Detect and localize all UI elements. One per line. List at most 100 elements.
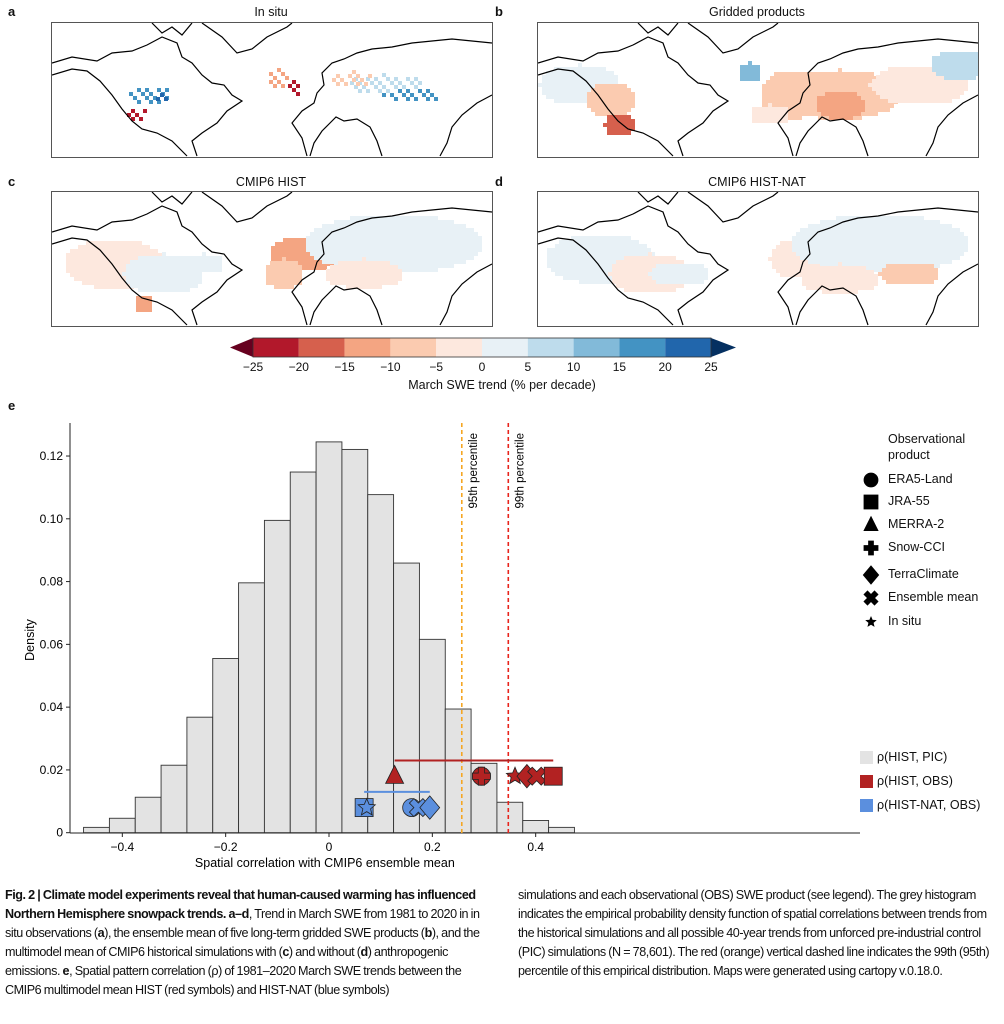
trend-cell — [832, 220, 836, 224]
trend-cell — [660, 272, 664, 276]
trend-cell — [110, 249, 114, 253]
trend-cell — [880, 244, 884, 248]
trend-cell — [932, 68, 936, 72]
trend-cell — [872, 252, 876, 256]
trend-cell — [342, 244, 346, 248]
trend-cell — [837, 104, 841, 108]
trend-cell — [86, 261, 90, 265]
trend-cell — [402, 248, 406, 252]
trend-cell — [772, 107, 776, 111]
trend-cell — [928, 228, 932, 232]
trend-cell — [607, 92, 611, 96]
trend-cell — [162, 268, 166, 272]
trend-cell — [342, 277, 346, 281]
trend-cell — [636, 264, 640, 268]
colorbar-extend-high — [711, 338, 736, 357]
trend-cell — [782, 72, 786, 76]
trend-cell — [968, 64, 972, 68]
trend-cell — [366, 269, 370, 273]
trend-cell — [122, 285, 126, 289]
trend-cell — [830, 72, 834, 76]
trend-cell — [780, 241, 784, 245]
trend-cell — [358, 261, 362, 265]
trend-cell — [126, 261, 130, 265]
trend-cell — [158, 260, 162, 264]
trend-cell — [766, 92, 770, 96]
trend-cell — [342, 265, 346, 269]
trend-cell — [287, 242, 291, 246]
trend-cell — [794, 116, 798, 120]
trend-cell — [812, 256, 816, 260]
trend-cell — [410, 268, 414, 272]
trend-cell — [862, 72, 866, 76]
trend-cell — [972, 52, 976, 56]
trend-cell — [603, 264, 607, 268]
trend-cell — [948, 252, 952, 256]
trend-cell — [466, 240, 470, 244]
trend-cell — [141, 92, 145, 96]
trend-cell — [571, 248, 575, 252]
trend-cell — [591, 276, 595, 280]
trend-cell — [910, 276, 914, 280]
trend-cell — [406, 89, 410, 93]
trend-cell — [956, 56, 960, 60]
legend-swatch — [860, 799, 873, 812]
trend-cell — [852, 252, 856, 256]
trend-cell — [631, 123, 635, 127]
trend-cell — [342, 228, 346, 232]
trend-cell — [130, 264, 134, 268]
trend-cell — [920, 216, 924, 220]
trend-cell — [130, 257, 134, 261]
trend-cell — [354, 273, 358, 277]
trend-cell — [928, 224, 932, 228]
trend-cell — [806, 92, 810, 96]
trend-cell — [319, 266, 323, 270]
trend-cell — [434, 216, 438, 220]
trend-cell — [582, 75, 586, 79]
trend-cell — [603, 84, 607, 88]
trend-cell — [162, 252, 166, 256]
plus-marker — [472, 766, 491, 786]
trend-cell — [314, 228, 318, 232]
trend-cell — [627, 131, 631, 135]
trend-cell — [920, 240, 924, 244]
trend-cell — [825, 96, 829, 100]
trend-cell — [398, 277, 402, 281]
trend-cell — [418, 264, 422, 268]
trend-cell — [591, 244, 595, 248]
trend-cell — [578, 79, 582, 83]
trend-cell — [868, 220, 872, 224]
trend-cell — [542, 83, 546, 87]
trend-cell — [828, 252, 832, 256]
trend-cell — [628, 284, 632, 288]
trend-cell — [542, 87, 546, 91]
trend-cell — [362, 216, 366, 220]
trend-cell — [672, 284, 676, 288]
trend-cell — [131, 109, 135, 113]
trend-cell — [322, 228, 326, 232]
trend-cell — [366, 261, 370, 265]
trend-cell — [752, 107, 756, 111]
trend-cell — [450, 232, 454, 236]
trend-cell — [948, 260, 952, 264]
legend-item-label: JRA-55 — [888, 494, 930, 508]
trend-cell — [607, 256, 611, 260]
trend-cell — [344, 82, 348, 86]
trend-cell — [862, 76, 866, 80]
trend-cell — [792, 244, 796, 248]
trend-cell — [849, 104, 853, 108]
trend-cell — [849, 112, 853, 116]
histogram-bar — [212, 658, 240, 834]
trend-cell — [752, 73, 756, 77]
trend-cell — [808, 244, 812, 248]
trend-cell — [334, 256, 338, 260]
trend-cell — [816, 240, 820, 244]
trend-cell — [603, 123, 607, 127]
trend-cell — [928, 87, 932, 91]
trend-cell — [102, 281, 106, 285]
trend-cell — [615, 96, 619, 100]
trend-cell — [860, 244, 864, 248]
trend-cell — [844, 244, 848, 248]
trend-cell — [932, 75, 936, 79]
trend-cell — [555, 256, 559, 260]
